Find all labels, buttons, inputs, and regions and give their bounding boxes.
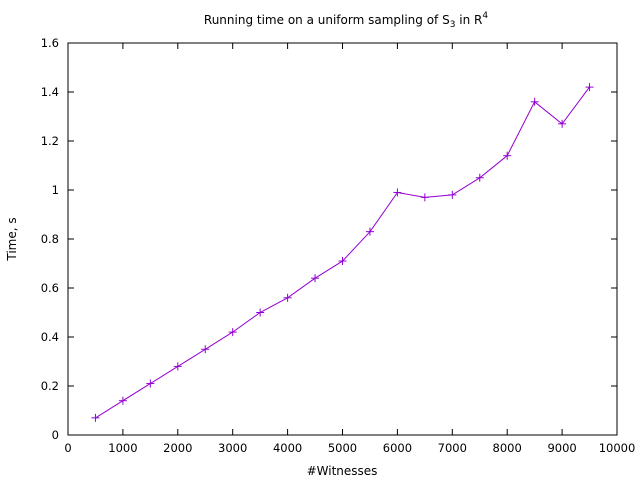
data-point-marker: [118, 396, 127, 405]
x-tick-label: 7000: [438, 441, 467, 455]
x-tick-label: 8000: [493, 441, 522, 455]
x-tick-label: 1000: [108, 441, 137, 455]
x-axis-title: #Witnesses: [307, 464, 378, 478]
chart-title-superscript: 4: [482, 11, 488, 21]
y-axis: 0 0.2 0.4 0.6 0.8 1 1.2 1.4 1.6: [41, 36, 617, 442]
data-point-marker: [201, 345, 210, 354]
y-tick-label: 0.2: [41, 379, 59, 393]
x-tick-label: 4000: [273, 441, 302, 455]
y-axis-title: Time, s: [5, 217, 19, 261]
series-line: [95, 86, 590, 419]
chart-title-subscript: 3: [450, 20, 456, 30]
y-tick-label: 0.4: [41, 330, 59, 344]
y-tick-label: 0.6: [41, 281, 59, 295]
data-point-marker: [91, 413, 100, 422]
data-point-marker: [256, 308, 265, 317]
x-axis: 0 1000 2000 3000 4000 5000 6000 7000 8000 9000 100…: [64, 43, 635, 455]
y-tick-label: 0.8: [41, 232, 59, 246]
y-tick-label: 1: [52, 183, 59, 197]
data-point-marker: [448, 190, 457, 199]
series-layer: [91, 83, 594, 422]
data-point-marker: [173, 362, 182, 371]
data-point-marker: [393, 188, 402, 197]
x-tick-label: 5000: [328, 441, 357, 455]
y-tick-label: 0: [52, 428, 59, 442]
data-point-marker: [283, 293, 292, 302]
data-point-marker: [338, 257, 347, 266]
data-point-marker: [146, 379, 155, 388]
data-point-marker: [311, 274, 320, 283]
y-tick-label: 1.4: [41, 85, 59, 99]
x-tick-label: 2000: [163, 441, 192, 455]
chart-title: Running time on a uniform sampling of S3…: [204, 11, 488, 30]
x-tick-label: 0: [64, 441, 71, 455]
data-point-marker: [585, 83, 594, 92]
chart-title-middle: in R: [455, 13, 482, 27]
x-tick-label: 6000: [383, 441, 412, 455]
y-tick-label: 1.6: [41, 36, 59, 50]
data-point-marker: [365, 227, 374, 236]
x-tick-label: 3000: [218, 441, 247, 455]
data-point-marker: [475, 173, 484, 182]
chart-title-main: Running time on a uniform sampling of S: [204, 13, 450, 27]
y-tick-label: 1.2: [41, 134, 59, 148]
data-point-marker: [420, 193, 429, 202]
data-point-marker: [228, 328, 237, 337]
data-point-marker: [558, 119, 567, 128]
x-tick-label: 9000: [547, 441, 576, 455]
data-point-marker: [503, 151, 512, 160]
data-point-marker: [530, 97, 539, 106]
x-tick-label: 10000: [599, 441, 636, 455]
